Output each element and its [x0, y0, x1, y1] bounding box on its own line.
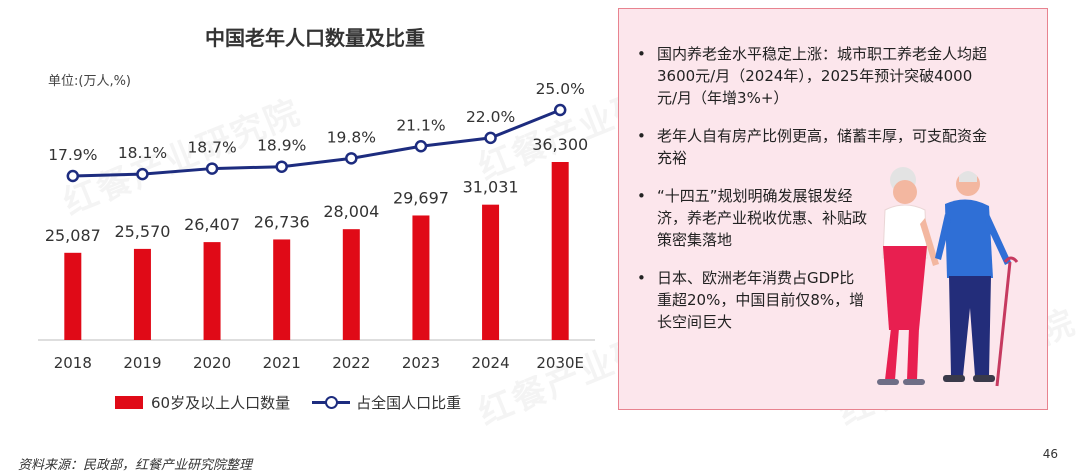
bar: [551, 162, 569, 340]
line-point: [205, 162, 219, 175]
bullet-savings: 老年人自有房产比例更高，储蓄丰厚，可支配资金充裕: [635, 125, 987, 169]
x-tick-label: 2019: [123, 354, 161, 372]
x-tick-label: 2022: [332, 354, 370, 372]
bullet-list: 国内养老金水平稳定上涨：城市职工养老金人均超3600元/月（2024年），202…: [635, 43, 987, 349]
line-point: [414, 140, 428, 153]
source-note: 资料来源：民政部，红餐产业研究院整理: [18, 458, 253, 473]
line-point: [275, 160, 288, 173]
bar-value-label: 31,031: [463, 178, 519, 197]
bar: [64, 252, 82, 340]
legend-bar-swatch: [115, 395, 143, 409]
legend-line-label: 占全国人口比重: [356, 393, 462, 412]
bar: [342, 229, 360, 340]
line-point: [345, 152, 358, 165]
x-tick-label: 2018: [54, 354, 92, 372]
legend-line-swatch: [312, 395, 351, 409]
chart-title: 中国老年人口数量及比重: [205, 26, 425, 50]
x-tick-label: 2030E: [536, 354, 584, 372]
bar: [412, 215, 430, 340]
elderly-couple-illustration: [877, 167, 1019, 387]
line-value-label: 17.9%: [48, 146, 97, 164]
line-value-label: 21.1%: [396, 116, 445, 134]
bar-value-label: 25,570: [114, 222, 170, 241]
bar: [482, 204, 500, 340]
line-point: [136, 167, 149, 181]
line-point: [66, 169, 80, 183]
legend: 60岁及以上人口数量 占全国人口比重: [115, 390, 461, 414]
x-tick-label: 2024: [471, 354, 509, 372]
bar-value-label: 26,407: [184, 215, 240, 234]
chart-area: 25,087 2018 25,570 2019 26,407 2020 26,736 2021…: [38, 80, 595, 372]
line-value-label: 25.0%: [536, 80, 585, 98]
line-value-label: 19.8%: [327, 128, 376, 146]
bar-value-label: 36,300: [532, 135, 588, 154]
bar-value-label: 25,087: [45, 226, 101, 245]
bar: [133, 248, 151, 340]
line-value-label: 22.0%: [466, 108, 515, 126]
x-tick-label: 2021: [263, 354, 301, 372]
bullet-pension: 国内养老金水平稳定上涨：城市职工养老金人均超3600元/月（2024年），202…: [635, 43, 987, 109]
line-point: [553, 103, 567, 117]
bar-value-label: 28,004: [323, 202, 379, 221]
bar: [273, 239, 291, 340]
bullet-policy: “十四五”规划明确发展银发经济，养老产业税收优惠、补贴政策密集落地: [635, 185, 867, 251]
line-value-label: 18.9%: [257, 137, 306, 155]
bar: [203, 242, 221, 340]
line-series: [72, 108, 561, 178]
unit-label: 单位:(万人,%): [48, 74, 132, 89]
bar-value-label: 26,736: [254, 212, 310, 231]
line-value-label: 18.1%: [118, 144, 167, 162]
page-number: 46: [1042, 447, 1058, 461]
line-point: [484, 131, 497, 145]
line-value-label: 18.7%: [187, 139, 236, 157]
x-tick-label: 2023: [402, 354, 440, 372]
bar-value-label: 29,697: [393, 188, 449, 207]
x-tick-label: 2020: [193, 354, 231, 372]
legend-bar-label: 60岁及以上人口数量: [151, 393, 291, 412]
bullet-consumption: 日本、欧洲老年消费占GDP比重超20%，中国目前仅8%，增长空间巨大: [635, 267, 867, 333]
